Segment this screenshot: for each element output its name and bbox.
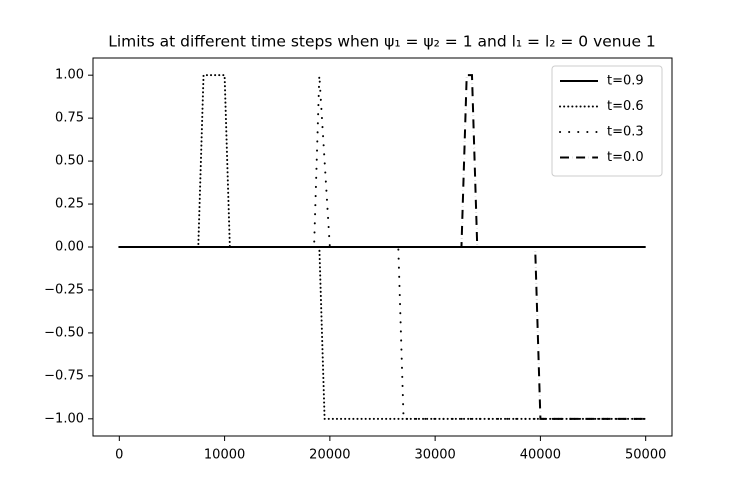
y-tick-label: 0.25	[55, 197, 84, 212]
x-tick-label: 30000	[414, 448, 455, 463]
line-series	[119, 74, 646, 420]
y-tick-label: −0.75	[44, 368, 84, 383]
x-tick-label: 20000	[309, 448, 350, 463]
x-tick-label: 50000	[625, 448, 666, 463]
legend-label: t=0.6	[607, 99, 644, 114]
y-tick-label: 1.00	[55, 68, 84, 83]
chart-title: Limits at different time steps when ψ₁ =…	[108, 33, 656, 51]
y-tick-label: 0.50	[55, 154, 84, 169]
y-tick-label: 0.00	[55, 240, 84, 255]
x-tick-label: 0	[115, 448, 123, 463]
legend-label: t=0.3	[607, 125, 644, 140]
legend-label: t=0.9	[607, 74, 644, 89]
y-tick-label: 0.75	[55, 111, 84, 126]
x-tick-label: 10000	[204, 448, 245, 463]
line-series	[118, 74, 647, 420]
y-tick-label: −0.25	[44, 282, 84, 297]
y-tick-label: −1.00	[44, 411, 84, 426]
x-tick-label: 40000	[520, 448, 561, 463]
y-tick-label: −0.50	[44, 325, 84, 340]
legend-box	[551, 65, 663, 177]
plot-frame	[92, 57, 673, 437]
legend-label: t=0.0	[607, 150, 644, 165]
